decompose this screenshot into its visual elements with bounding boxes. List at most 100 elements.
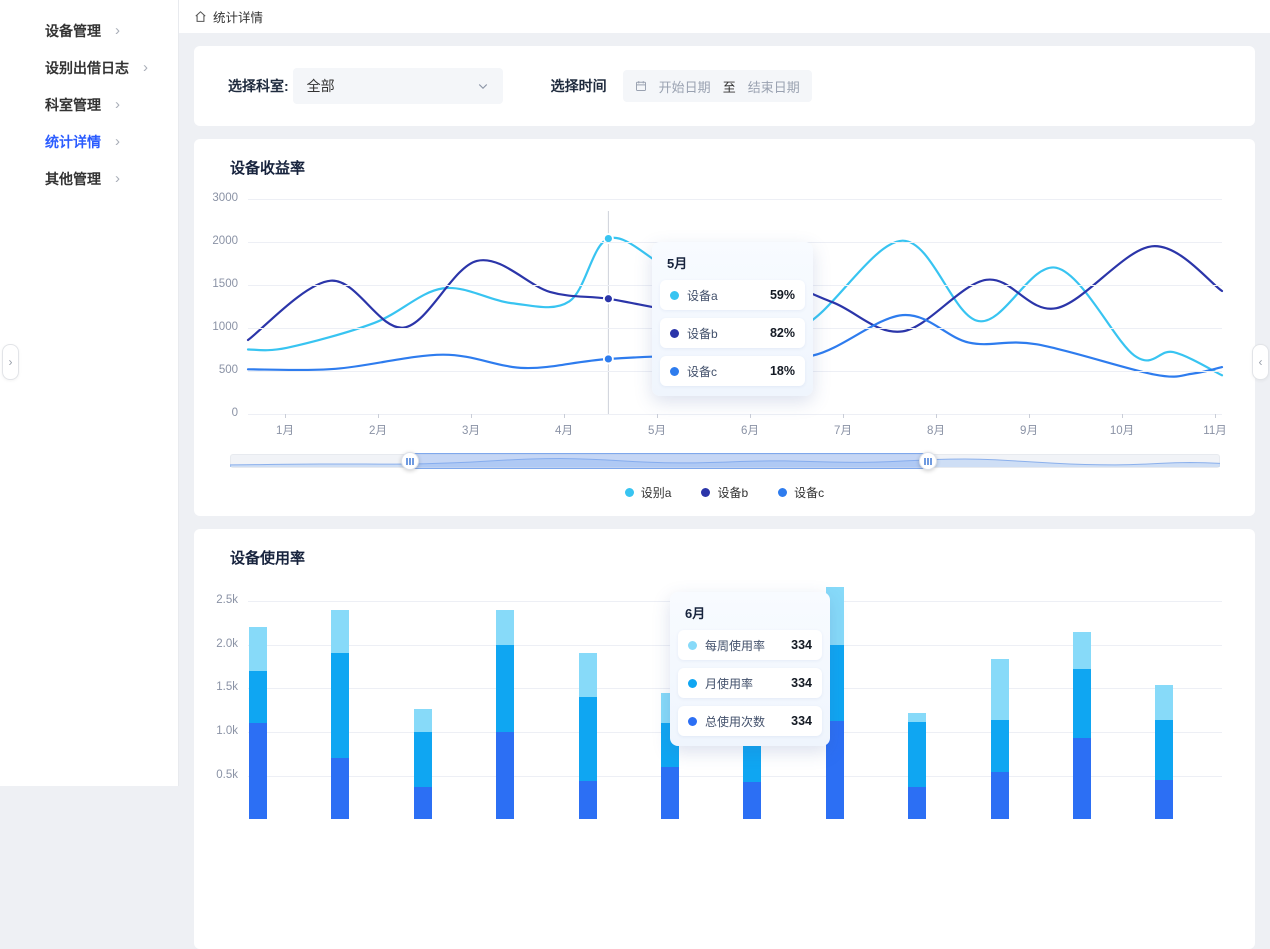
bar-segment-month [908,721,927,788]
y-axis-label: 0.5k [216,768,238,781]
dept-select[interactable]: 全部 [292,68,503,104]
datazoom-handle-right[interactable] [918,452,937,470]
stacked-bar-5月 [578,653,597,819]
chevron-right-icon: › [115,22,120,39]
stacked-bar-11月 [1073,631,1091,819]
sidebar-item-2[interactable]: 设别出借日志 › [0,49,178,86]
series-dot-icon [670,328,679,338]
bar-segment-total [990,772,1009,819]
end-date-input[interactable]: 结束日期 [747,79,800,95]
bar-segment-week [825,587,844,645]
chevron-left-icon: ‹ [1258,355,1263,369]
sidebar-expand-toggle[interactable]: › [2,344,19,380]
bar-segment-week [249,627,267,671]
x-axis-tick [1215,414,1216,418]
start-date-input[interactable]: 开始日期 [658,79,711,95]
sidebar-item-5[interactable]: 其他管理 › [0,160,178,197]
legend-label: 设别a [640,486,672,500]
sidebar-item-4[interactable]: 统计详情 › [0,123,178,160]
tooltip-series-name: 设备b [687,326,718,341]
bar-segment-total [496,732,515,819]
revenue-tooltip: 5月 设备a 59% 设备b 82% 设备c 18% [652,242,813,396]
handle-grip-icon [406,457,408,465]
tooltip-row: 设备a 59% [660,280,805,310]
gridline [248,199,1222,200]
bar-segment-month [331,653,350,759]
panel-collapse-toggle[interactable]: ‹ [1252,344,1269,380]
handle-grip-icon [930,457,932,465]
dept-select-value: 全部 [306,78,335,94]
tooltip-title: 6月 [685,606,706,621]
stacked-bar-9月 [908,712,927,819]
x-axis-tick [843,414,844,418]
calendar-icon [635,80,647,92]
x-axis-tick [471,414,472,418]
tooltip-series-value: 82% [769,326,795,340]
crosshair-marker [602,233,614,244]
series-dot-icon [670,290,679,300]
y-axis-label: 500 [218,364,238,376]
legend-item-设备a[interactable]: 设别a [624,484,672,501]
breadcrumb[interactable]: 统计详情 [213,11,264,25]
chevron-down-icon [477,80,489,92]
x-axis-tick [285,414,286,418]
datazoom-track [230,454,1220,468]
bar-segment-week [413,709,432,733]
bar-segment-month [1073,669,1091,739]
tooltip-series-name: 设备a [687,288,718,303]
x-axis-label: 11月 [1203,425,1227,437]
handle-grip-icon [409,457,411,465]
datazoom-handle-left[interactable] [401,452,420,470]
gridline [248,775,1222,777]
x-axis-label: 6月 [741,425,759,437]
datazoom-preview-line [230,457,1220,467]
x-axis-tick [378,414,379,418]
tooltip-series-value: 334 [791,714,812,728]
tooltip-row: 每周使用率 334 [678,630,822,660]
legend-item-设备b[interactable]: 设备b [701,484,748,501]
bar-segment-total [413,787,432,819]
x-axis-label: 8月 [927,425,945,437]
stacked-bar-10月 [990,658,1009,819]
chart-legend: 设别a 设备b 设备c [194,484,1255,501]
legend-item-设备c[interactable]: 设备c [778,484,824,501]
datazoom-selection[interactable] [410,453,928,469]
usage-chart-card: 设备使用率 6月 每周使用率 334 月使用率 334 总使用次数 334 2.5k 2.0… [194,529,1255,949]
tooltip-series-name: 月使用率 [705,676,754,691]
datazoom-slider[interactable] [230,452,1220,470]
tooltip-series-name: 每周使用率 [705,638,766,653]
y-axis-label: 2000 [212,235,238,247]
y-axis-label: 0 [231,407,238,419]
crosshair-marker [602,293,614,305]
tooltip-series-value: 334 [791,638,812,652]
stacked-bar-3月 [413,709,432,819]
bar-segment-week [578,653,597,698]
tooltip-row: 总使用次数 334 [678,706,822,736]
sidebar-item-label: 设别出借日志 [45,59,129,76]
legend-label: 设备c [794,486,825,500]
date-range-picker[interactable]: 开始日期 至 结束日期 [622,70,812,102]
sidebar-item-3[interactable]: 科室管理 › [0,86,178,123]
handle-grip-icon [412,457,414,465]
bar-segment-week [990,658,1009,720]
main-content: 统计详情 选择科室: 全部 选择时间 开始日期 至 结束日期 设备收益率 [178,0,1270,949]
bar-segment-week [908,712,927,722]
bar-segment-total [908,787,927,819]
x-axis-tick [1029,414,1030,418]
series-dot-icon [688,640,697,650]
x-axis-tick [936,414,937,418]
bar-segment-total [249,723,267,819]
sidebar-item-label: 设备管理 [45,22,101,39]
sidebar-item-label: 统计详情 [45,133,101,150]
bar-segment-month [990,719,1009,773]
y-axis-label: 3000 [212,192,238,204]
home-icon [194,10,207,23]
sidebar-nav: 设备管理 › 设别出借日志 › 科室管理 › 统计详情 › 其他管理 › [0,0,178,197]
sidebar-item-label: 其他管理 [45,170,101,187]
crosshair-marker [602,353,614,365]
bar-segment-total [331,758,350,819]
usage-tooltip: 6月 每周使用率 334 月使用率 334 总使用次数 334 [670,592,830,746]
sidebar-item-1[interactable]: 设备管理 › [0,12,178,49]
revenue-chart-title: 设备收益率 [230,160,306,177]
bar-segment-month [1155,719,1174,781]
